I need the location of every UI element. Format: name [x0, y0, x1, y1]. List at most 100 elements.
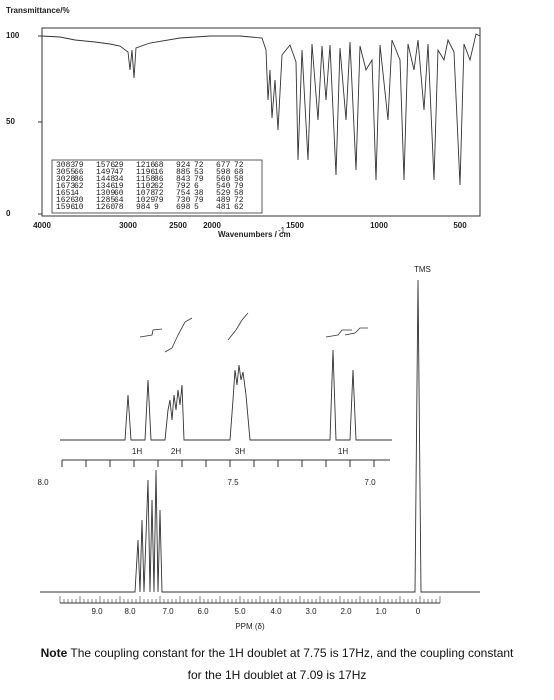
ir-table-cell: 1309: [96, 189, 115, 198]
ir-table-cell: 1448: [96, 175, 115, 184]
ir-table-cell: 62: [154, 182, 164, 191]
ir-table-cell: 1196: [136, 168, 155, 177]
main-tick: 7.0: [162, 607, 174, 616]
ir-x-tick: 1500: [286, 221, 304, 230]
ir-table-cell: 66: [74, 168, 84, 177]
ir-x-tick: 2500: [169, 221, 187, 230]
main-tick: 5.0: [234, 607, 246, 616]
main-tick: 2.0: [340, 607, 352, 616]
ir-table-cell: 79: [194, 196, 204, 205]
ir-table-cell: 86: [74, 175, 84, 184]
ir-table-cell: 29: [114, 161, 124, 170]
nmr: [40, 279, 480, 604]
ir-x-tick: 500: [453, 221, 467, 230]
ir-table-cell: 53: [194, 168, 204, 177]
integration-label: 2H: [171, 447, 181, 456]
main-tick: 4.0: [270, 607, 282, 616]
ir-table-cell: 58: [234, 175, 244, 184]
main-tick: 1.0: [375, 607, 387, 616]
ir-table-cell: 1078: [136, 189, 155, 198]
ir-table-cell: 58: [234, 189, 244, 198]
main-tick: 6.0: [197, 607, 209, 616]
ir-table-cell: 6: [194, 182, 199, 191]
main-x-label: PPM (δ): [235, 622, 265, 631]
ir-table-cell: 885: [176, 168, 191, 177]
integration-curves: [139, 312, 368, 353]
ir-table-cell: 72: [194, 161, 204, 170]
ir-table-cell: 481: [216, 203, 231, 212]
ir-table-cell: 78: [114, 203, 124, 212]
ir-table-cell: 1260: [96, 203, 115, 212]
ir-table-cell: 1626: [56, 196, 75, 205]
ir-table-cell: 47: [114, 168, 124, 177]
ir-table-cell: 598: [216, 168, 231, 177]
ir-table-cell: 1497: [96, 168, 115, 177]
ir-table-cell: 924: [176, 161, 191, 170]
ir-table-cell: 4: [74, 189, 79, 198]
note-text: The coupling constant for the 1H doublet…: [67, 646, 514, 682]
main-tick: 8.0: [124, 607, 136, 616]
ir-table-cell: 843: [176, 175, 191, 184]
ir-table-cell: 1651: [56, 189, 75, 198]
ir-table-cell: 1216: [136, 161, 155, 170]
ir-table-cell: 10: [74, 203, 84, 212]
ir-table-cell: 72: [234, 161, 244, 170]
integration-label: 1H: [338, 447, 348, 456]
ir-table-cell: 3083: [56, 161, 75, 170]
inset-tick: 8.0: [37, 478, 49, 487]
note: Note The coupling constant for the 1H do…: [40, 642, 514, 686]
ir-table-cell: 60: [114, 189, 124, 198]
ir-table-cell: 1346: [96, 182, 115, 191]
ir-y-tick: 0: [6, 209, 11, 218]
ir-table-cell: 68: [234, 168, 244, 177]
ir-table-cell: 68: [154, 161, 164, 170]
inset-tick: 7.5: [227, 478, 239, 487]
ir-table-cell: 792: [176, 182, 191, 191]
ir-table-cell: 1596: [56, 203, 75, 212]
main-tick: 3.0: [305, 607, 317, 616]
ir-table-cell: 1102: [136, 182, 155, 191]
ir-table-cell: 62: [234, 203, 244, 212]
ir-table-cell: 984: [136, 203, 151, 212]
note-bold: Note: [40, 646, 68, 660]
ir-table-cell: 529: [216, 189, 231, 198]
ir-table-cell: 72: [234, 196, 244, 205]
ir-table-cell: 1673: [56, 182, 75, 191]
ir-table-cell: 79: [74, 161, 84, 170]
ir-table-cell: 9: [154, 203, 159, 212]
ir-table-cell: 698: [176, 203, 191, 212]
ir-table-cell: 1285: [96, 196, 115, 205]
ir-x-label-sup: -1: [278, 226, 286, 235]
nmr-inset-curve: [60, 349, 392, 441]
ir-x-tick: 3000: [119, 221, 137, 230]
ir-x-tick: 1000: [370, 221, 388, 230]
ir-table-cell: 1029: [136, 196, 155, 205]
ir-table-cell: 79: [194, 175, 204, 184]
ir-table-cell: 754: [176, 189, 191, 198]
ir-table-cell: 30: [74, 196, 84, 205]
ir-table-cell: 1576: [96, 161, 115, 170]
ir-table-cell: 19: [114, 182, 124, 191]
ir-table-cell: 72: [154, 189, 164, 198]
ir-table-cell: 677: [216, 161, 231, 170]
ir-x-tick: 2000: [203, 221, 221, 230]
ir-y-label: Transmittance/%: [6, 6, 70, 15]
ir-table-cell: 3028: [56, 175, 75, 184]
ir-curve: [41, 33, 481, 186]
ir-table-cell: 64: [114, 196, 124, 205]
ir-table-cell: 560: [216, 175, 231, 184]
main-tick: 0: [416, 607, 421, 616]
ir-table-box: [51, 159, 263, 214]
ir-y-tick: 50: [6, 117, 15, 126]
ir-table-cell: 79: [154, 196, 164, 205]
integration-label: 3H: [235, 447, 245, 456]
ir-table-cell: 730: [176, 196, 191, 205]
ir-table-cell: 86: [154, 175, 164, 184]
main-tick: 9.0: [91, 607, 103, 616]
ir-table-cell: 489: [216, 196, 231, 205]
ir-table-cell: 38: [194, 189, 204, 198]
ir-table-cell: 62: [74, 182, 84, 191]
ir-table-cell: 3055: [56, 168, 75, 177]
